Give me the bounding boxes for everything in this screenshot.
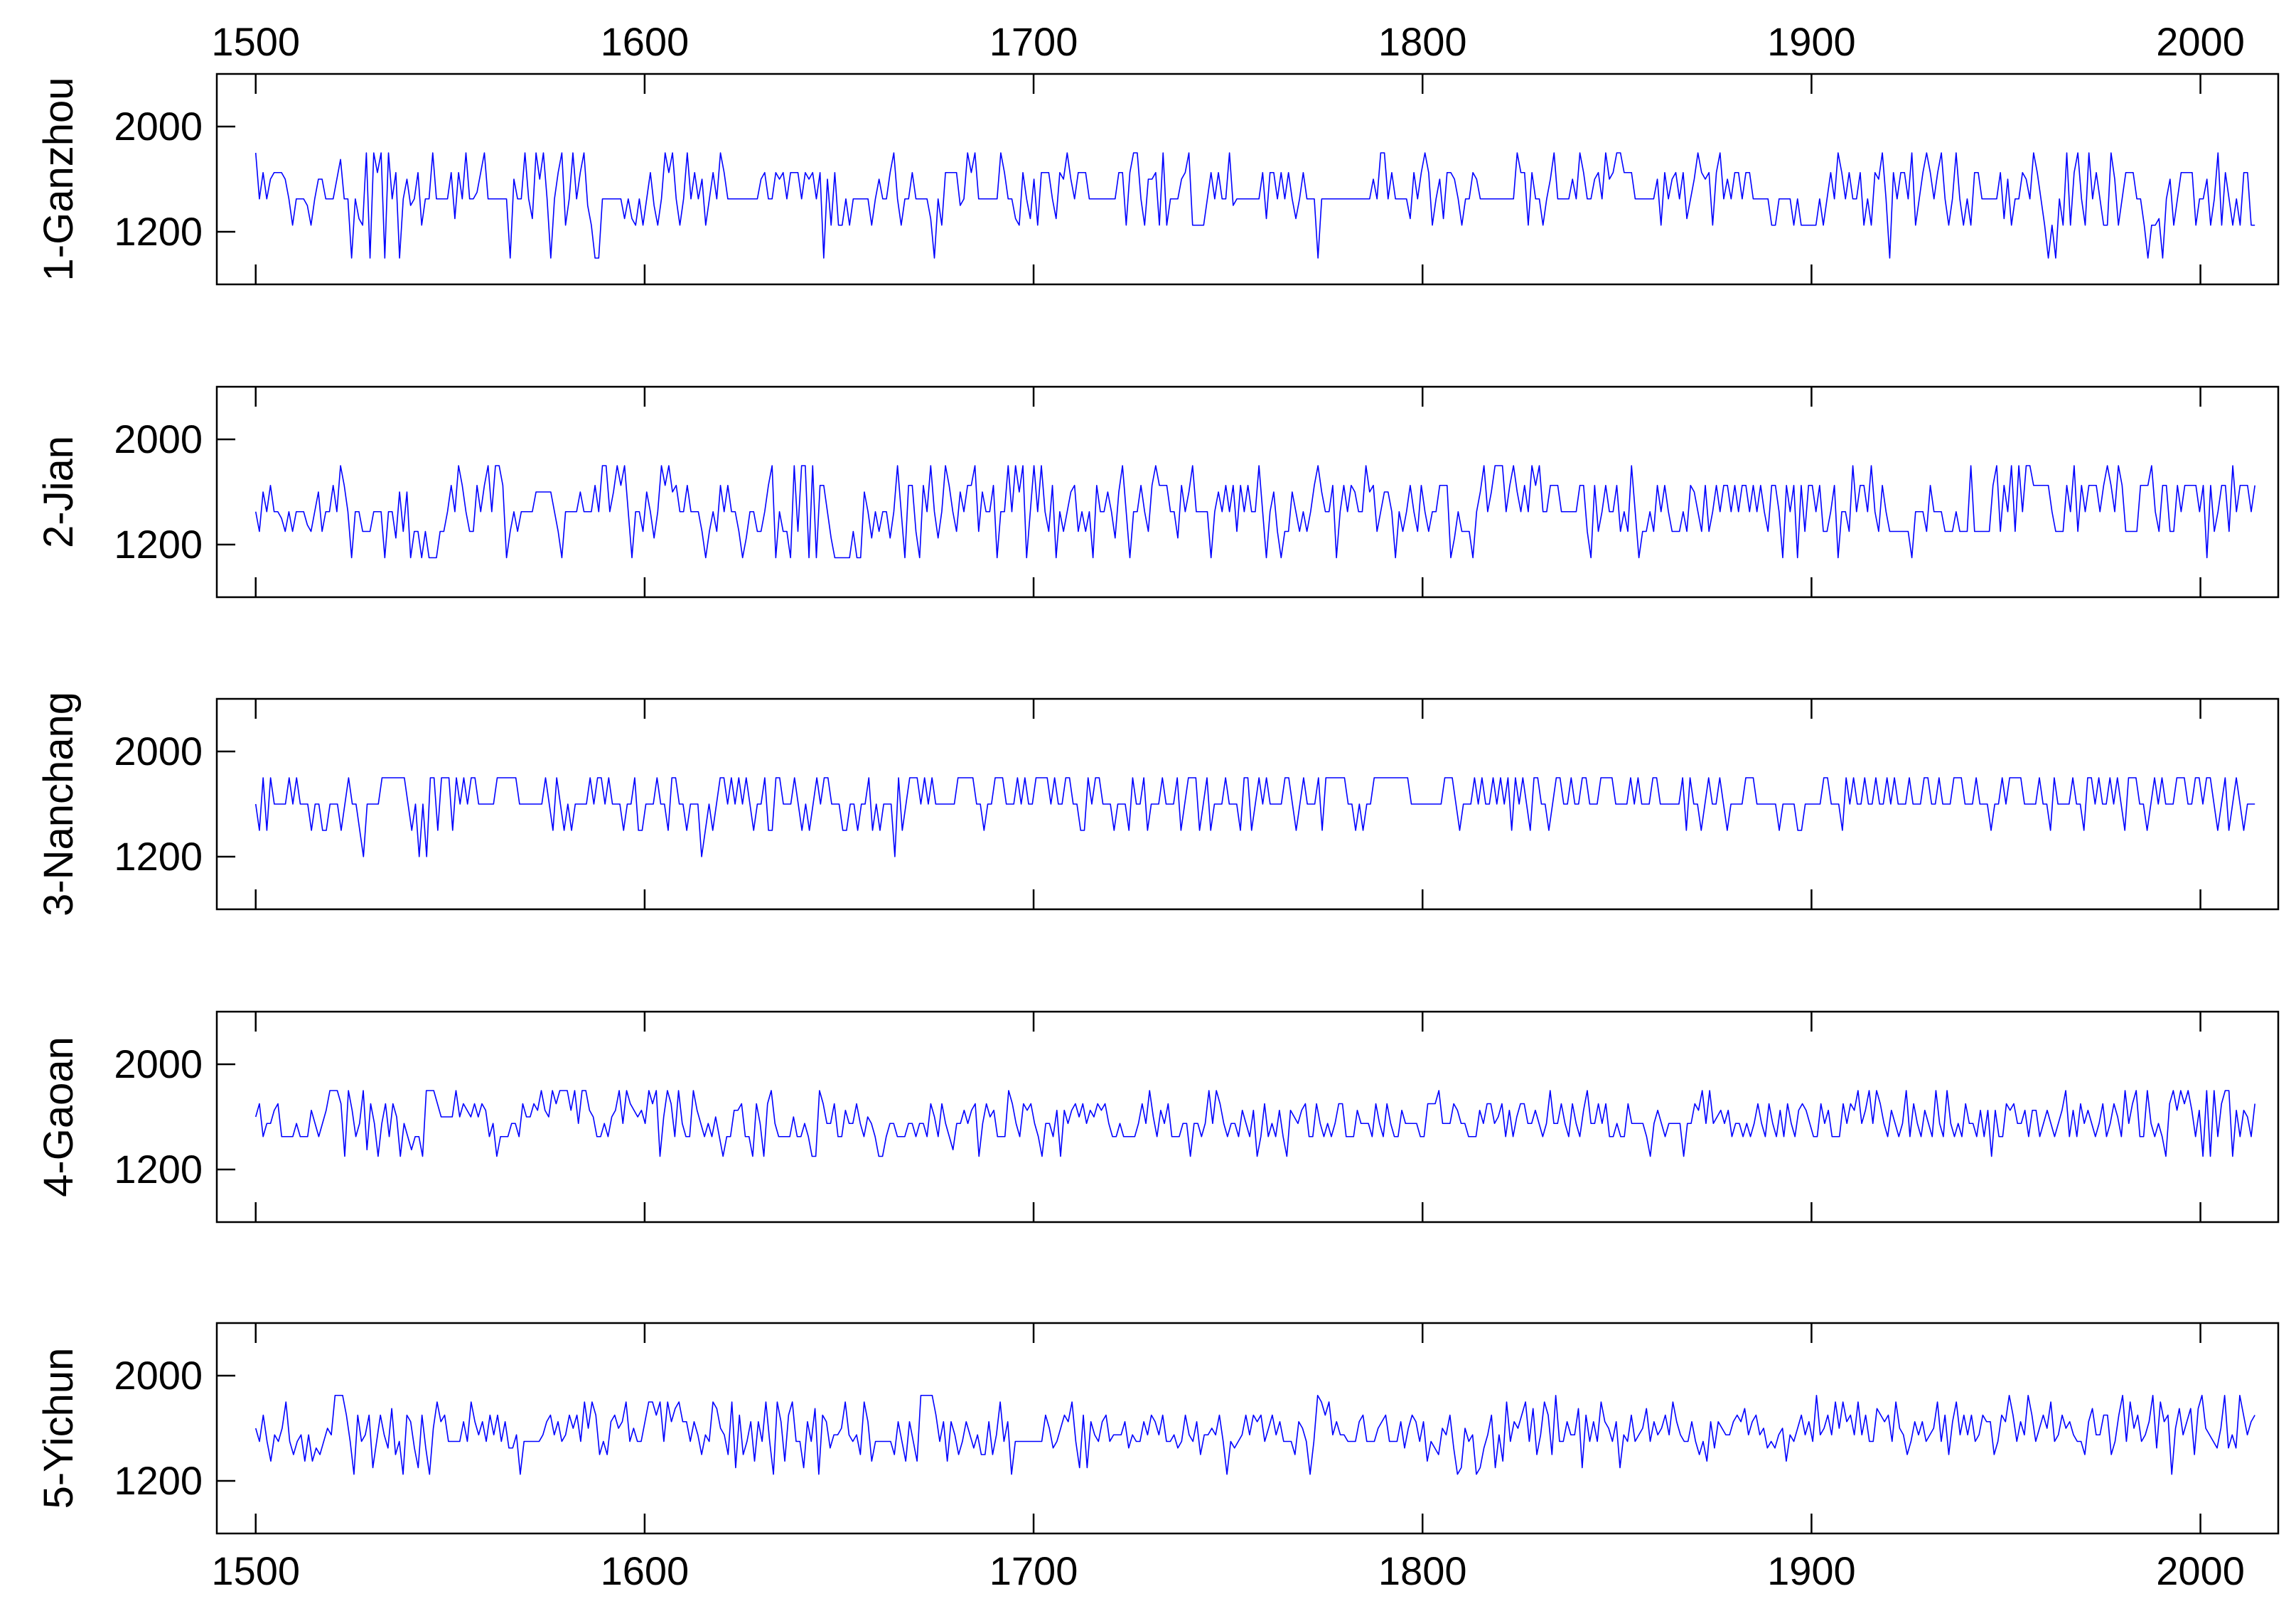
panel-4: 1200 2000 4-Gaoan [36,1010,2280,1224]
x-tick-label-top: 1800 [1378,19,1467,64]
panel-1: 1200 2000 1-Ganzhou [36,73,2280,286]
x-tick-label-bottom: 1900 [1767,1548,1856,1593]
x-tick-label-bottom: 1500 [211,1548,300,1593]
panel-label: 3-Nanchang [36,692,82,916]
series-line [254,1394,2255,1475]
y-tick-label: 2000 [114,729,203,773]
panel-label: 5-Yichun [36,1348,82,1509]
panel-label: 4-Gaoan [36,1037,82,1197]
x-tick-label-top: 1500 [211,19,300,64]
y-tick-label: 1200 [114,1458,203,1503]
x-tick-label-bottom: 2000 [2156,1548,2245,1593]
x-tick-label-top: 1700 [989,19,1078,64]
x-tick-label-bottom: 1800 [1378,1548,1467,1593]
y-tick-label: 1200 [114,834,203,879]
panel-2: 1200 2000 2-Jian [36,385,2280,599]
series-line [254,777,2255,857]
x-tick-label-bottom: 1700 [989,1548,1078,1593]
series-line [254,465,2255,559]
panel-3: 1200 2000 3-Nanchang [36,692,2280,916]
x-tick-label-top: 1600 [601,19,690,64]
y-tick-label: 2000 [114,104,203,149]
panel-label: 2-Jian [36,436,82,548]
panel-label: 1-Ganzhou [36,77,82,282]
y-tick-label: 1200 [114,522,203,567]
x-tick-label-bottom: 1600 [601,1548,690,1593]
series-line [254,152,2255,259]
x-tick-label-top: 1900 [1767,19,1856,64]
y-tick-label: 2000 [114,1353,203,1398]
panel-5: 1200 2000 5-Yichun [36,1322,2280,1535]
panel-frame [215,1322,2280,1535]
x-tick-label-top: 2000 [2156,19,2245,64]
y-tick-label: 1200 [114,1147,203,1192]
series-line [254,1090,2255,1157]
panel-frame [215,73,2280,286]
y-tick-label: 1200 [114,209,203,254]
y-tick-label: 2000 [114,417,203,461]
panel-frame [215,385,2280,599]
y-tick-label: 2000 [114,1042,203,1086]
panel-frame [215,697,2280,911]
panel-frame [215,1010,2280,1224]
